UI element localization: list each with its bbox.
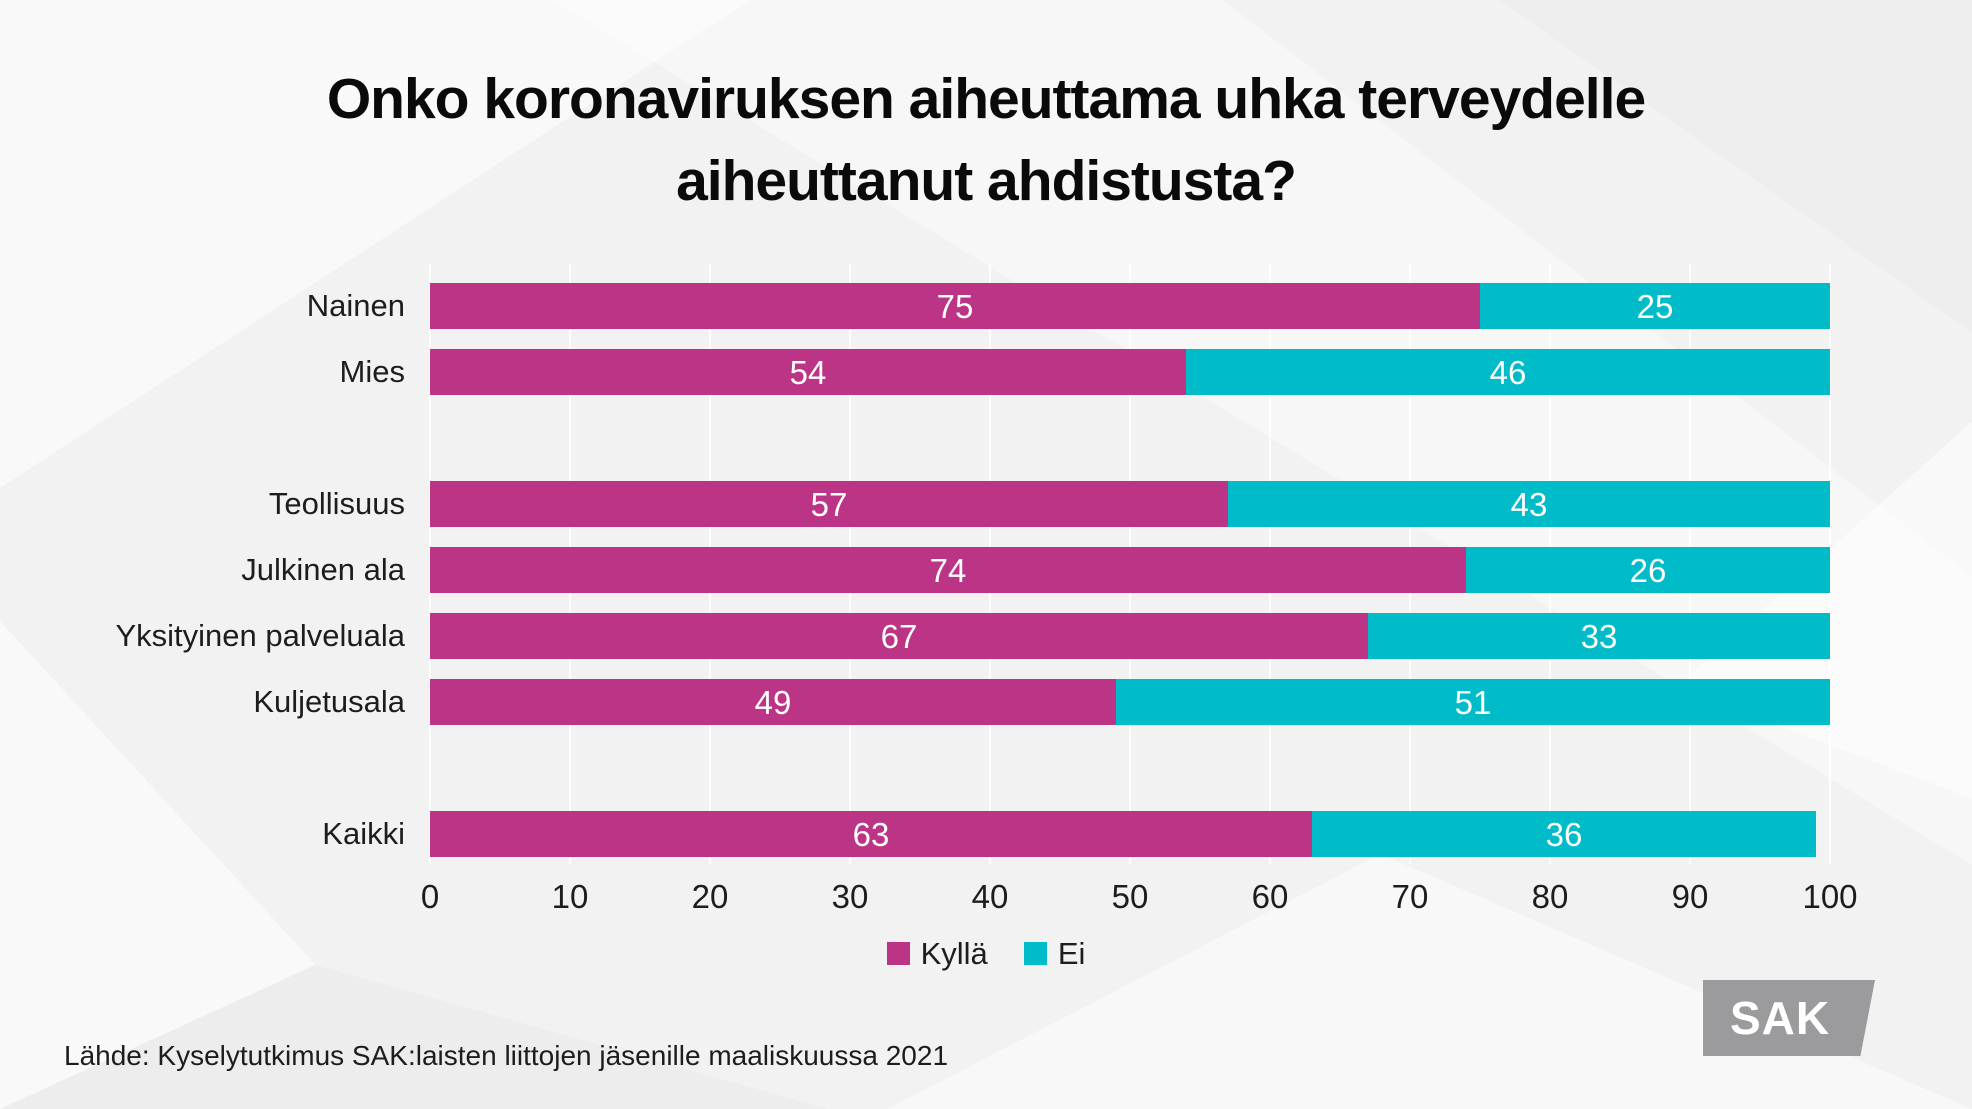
x-tick-label: 20 bbox=[691, 878, 729, 915]
bar-row: Mies 54 46 bbox=[55, 349, 1830, 395]
bar-row: Teollisuus 57 43 bbox=[55, 481, 1830, 527]
x-tick-label: 30 bbox=[831, 878, 869, 915]
bar-row: Kaikki 63 36 bbox=[55, 811, 1830, 857]
value-label: 26 bbox=[1629, 551, 1667, 589]
bar-area: 67 33 bbox=[430, 613, 1830, 659]
x-tick-label: 50 bbox=[1111, 878, 1149, 915]
bar-segment-ei: 26 bbox=[1466, 547, 1830, 593]
bar-segment-kyllä: 67 bbox=[430, 613, 1368, 659]
value-label: 33 bbox=[1580, 617, 1618, 655]
bar-segment-kyllä: 75 bbox=[430, 283, 1480, 329]
group-spacer bbox=[55, 745, 1830, 811]
x-axis: 0 10 20 30 40 50 60 70 80 90 100 bbox=[421, 878, 1858, 918]
source-caption: Lähde: Kyselytutkimus SAK:laisten liitto… bbox=[64, 1040, 949, 1071]
value-label: 51 bbox=[1454, 683, 1492, 721]
x-tick-label: 100 bbox=[1802, 878, 1858, 915]
bar-segment-ei: 46 bbox=[1186, 349, 1830, 395]
value-label: 46 bbox=[1489, 353, 1527, 391]
group-spacer bbox=[55, 415, 1830, 481]
bar-segment-ei: 25 bbox=[1480, 283, 1830, 329]
chart-legend: Kyllä Ei bbox=[0, 938, 1972, 969]
bar-segment-kyllä: 57 bbox=[430, 481, 1228, 527]
bar-area: 49 51 bbox=[430, 679, 1830, 725]
row-label: Yksityinen palveluala bbox=[115, 618, 405, 653]
bar-segment-kyllä: 63 bbox=[430, 811, 1312, 857]
bar-segment-kyllä: 74 bbox=[430, 547, 1466, 593]
legend-item: Kyllä bbox=[886, 936, 988, 971]
bar-area: 54 46 bbox=[430, 349, 1830, 395]
legend-swatch bbox=[886, 942, 910, 965]
x-tick-label: 0 bbox=[420, 878, 440, 915]
legend-swatch bbox=[1023, 942, 1047, 965]
bar-segment-ei: 51 bbox=[1116, 679, 1830, 725]
row-label: Julkinen ala bbox=[241, 552, 405, 587]
value-label: 43 bbox=[1510, 485, 1548, 523]
value-label: 74 bbox=[929, 551, 967, 589]
value-label: 25 bbox=[1636, 287, 1674, 325]
value-label: 75 bbox=[936, 287, 974, 325]
x-tick-label: 90 bbox=[1671, 878, 1709, 915]
row-label: Kuljetusala bbox=[253, 684, 405, 719]
bar-area: 57 43 bbox=[430, 481, 1830, 527]
sak-logo: SAK bbox=[1703, 980, 1875, 1056]
x-tick-label: 80 bbox=[1531, 878, 1569, 915]
legend-label: Ei bbox=[1057, 936, 1086, 971]
legend-item: Ei bbox=[1023, 936, 1086, 971]
value-label: 57 bbox=[810, 485, 848, 523]
stacked-bar-chart: Nainen 75 25 Mies 54 46 Teollisuus 57 43 Julkinen… bbox=[55, 283, 1830, 877]
sak-logo-text: SAK bbox=[1730, 992, 1831, 1044]
bar-area: 63 36 bbox=[430, 811, 1830, 857]
bar-segment-kyllä: 49 bbox=[430, 679, 1116, 725]
value-label: 49 bbox=[754, 683, 792, 721]
value-label: 54 bbox=[789, 353, 827, 391]
bar-segment-ei: 36 bbox=[1312, 811, 1816, 857]
chart-title: Onko koronaviruksen aiheuttama uhka terv… bbox=[0, 58, 1972, 222]
bar-segment-kyllä: 54 bbox=[430, 349, 1186, 395]
bar-area: 74 26 bbox=[430, 547, 1830, 593]
value-label: 36 bbox=[1545, 815, 1583, 853]
bar-row: Kuljetusala 49 51 bbox=[55, 679, 1830, 725]
chart-title-line-2: aiheuttanut ahdistusta? bbox=[676, 149, 1297, 213]
row-label: Kaikki bbox=[322, 816, 405, 851]
row-label: Nainen bbox=[306, 288, 405, 323]
row-label: Mies bbox=[339, 354, 405, 389]
bar-row: Yksityinen palveluala 67 33 bbox=[55, 613, 1830, 659]
x-tick-label: 10 bbox=[551, 878, 589, 915]
legend-label: Kyllä bbox=[920, 936, 988, 971]
value-label: 67 bbox=[880, 617, 918, 655]
value-label: 63 bbox=[852, 815, 890, 853]
bar-row: Julkinen ala 74 26 bbox=[55, 547, 1830, 593]
bar-segment-ei: 33 bbox=[1368, 613, 1830, 659]
x-tick-label: 70 bbox=[1391, 878, 1429, 915]
row-label: Teollisuus bbox=[268, 486, 405, 521]
chart-title-line-1: Onko koronaviruksen aiheuttama uhka terv… bbox=[326, 67, 1646, 131]
x-tick-label: 60 bbox=[1251, 878, 1289, 915]
bar-segment-ei: 43 bbox=[1228, 481, 1830, 527]
bar-row: Nainen 75 25 bbox=[55, 283, 1830, 329]
x-tick-label: 40 bbox=[971, 878, 1009, 915]
bar-area: 75 25 bbox=[430, 283, 1830, 329]
